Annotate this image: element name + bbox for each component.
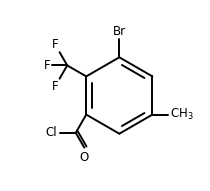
Text: F: F xyxy=(44,59,50,72)
Text: F: F xyxy=(51,38,58,51)
Text: F: F xyxy=(51,80,58,93)
Text: O: O xyxy=(80,151,89,164)
Text: CH$_3$: CH$_3$ xyxy=(170,107,193,122)
Text: Br: Br xyxy=(113,25,126,38)
Text: Cl: Cl xyxy=(45,126,57,139)
